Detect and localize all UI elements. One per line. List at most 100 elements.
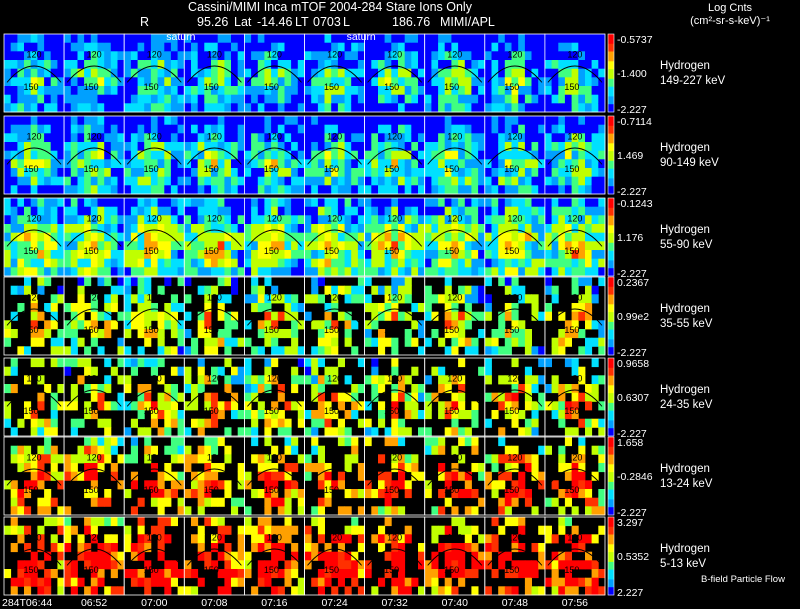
heat-cell bbox=[304, 103, 312, 113]
heat-cell bbox=[164, 577, 172, 587]
heat-cell bbox=[378, 232, 386, 242]
heat-cell bbox=[558, 206, 566, 216]
heat-cell bbox=[90, 517, 98, 527]
heat-cell bbox=[311, 418, 319, 428]
heat-cell bbox=[211, 418, 219, 428]
heat-cell bbox=[104, 86, 112, 96]
grid-arc bbox=[367, 389, 423, 407]
heat-cell bbox=[364, 250, 372, 260]
heat-cell bbox=[164, 346, 172, 356]
colorbar-frame bbox=[607, 33, 615, 113]
grid-label: 120 bbox=[207, 49, 222, 59]
heat-cell bbox=[150, 418, 158, 428]
heat-cell bbox=[184, 206, 192, 216]
heat-cell bbox=[371, 267, 379, 277]
heat-cell bbox=[184, 133, 192, 143]
heat-cell bbox=[150, 168, 158, 178]
heat-cell bbox=[317, 159, 325, 169]
heat-cell bbox=[90, 569, 98, 579]
colorbar-segment bbox=[608, 397, 614, 400]
heat-cell bbox=[591, 471, 599, 481]
heat-cell bbox=[271, 543, 279, 553]
heat-cell bbox=[284, 569, 292, 579]
heat-cell bbox=[598, 506, 606, 516]
heat-cell bbox=[344, 267, 352, 277]
heat-cell bbox=[337, 534, 345, 544]
heat-cell bbox=[591, 337, 599, 347]
heat-cell bbox=[137, 103, 145, 113]
heat-cell bbox=[284, 303, 292, 313]
heat-cell bbox=[237, 250, 245, 260]
colorbar-segment bbox=[608, 530, 614, 533]
heat-cell bbox=[251, 392, 259, 402]
heat-cell bbox=[478, 497, 486, 507]
heat-cell bbox=[544, 34, 552, 44]
heat-cell bbox=[64, 471, 72, 481]
heat-cell bbox=[551, 569, 559, 579]
heat-cell bbox=[84, 198, 92, 208]
heat-cell bbox=[458, 168, 466, 178]
heat-cell bbox=[357, 267, 365, 277]
heat-cell bbox=[351, 517, 359, 527]
heat-cell bbox=[458, 103, 466, 113]
heat-cell bbox=[90, 258, 98, 268]
heat-cell bbox=[24, 142, 32, 152]
heat-cell bbox=[498, 506, 506, 516]
heat-cell bbox=[70, 250, 78, 260]
heat-cell bbox=[257, 560, 265, 570]
heat-cell bbox=[391, 60, 399, 70]
heat-cell bbox=[50, 215, 58, 225]
heat-cell bbox=[277, 346, 285, 356]
heat-cell bbox=[424, 51, 432, 61]
heat-cell bbox=[224, 198, 232, 208]
heat-cell bbox=[344, 427, 352, 437]
heat-cell bbox=[544, 250, 552, 260]
heat-cell bbox=[177, 133, 185, 143]
heat-cell bbox=[378, 94, 386, 104]
heat-cell bbox=[364, 185, 372, 195]
grid-arc bbox=[367, 468, 423, 486]
colorbar-segment bbox=[608, 223, 614, 226]
heat-cell bbox=[70, 232, 78, 242]
heat-cell bbox=[351, 267, 359, 277]
heat-cell bbox=[458, 77, 466, 87]
heat-cell bbox=[130, 133, 138, 143]
colorbar-segment bbox=[608, 143, 614, 146]
heat-cell bbox=[418, 168, 426, 178]
heat-cell bbox=[271, 294, 279, 304]
heat-cell bbox=[424, 427, 432, 437]
heat-cell bbox=[144, 258, 152, 268]
heat-cell bbox=[197, 329, 205, 339]
heat-cell bbox=[324, 258, 332, 268]
heat-cell bbox=[458, 471, 466, 481]
colorbar-segment bbox=[608, 92, 614, 95]
heat-cell bbox=[558, 51, 566, 61]
heat-cell bbox=[484, 142, 492, 152]
panel-species: Hydrogen bbox=[660, 60, 710, 72]
heat-cell bbox=[77, 241, 85, 251]
heat-cell bbox=[598, 185, 606, 195]
heat-cell bbox=[10, 497, 18, 507]
heat-cell bbox=[291, 168, 299, 178]
heat-cell bbox=[104, 551, 112, 561]
colorbar-segment bbox=[608, 358, 614, 361]
heat-cell bbox=[451, 346, 459, 356]
heat-cell bbox=[317, 232, 325, 242]
heat-cell bbox=[311, 241, 319, 251]
heat-cell bbox=[197, 94, 205, 104]
heat-cell bbox=[17, 560, 25, 570]
heat-cell bbox=[411, 176, 419, 186]
heat-cell bbox=[331, 142, 339, 152]
heat-cell bbox=[257, 116, 265, 126]
heat-cell bbox=[384, 51, 392, 61]
heat-cell bbox=[50, 241, 58, 251]
heat-cell bbox=[44, 267, 52, 277]
heat-cell bbox=[438, 250, 446, 260]
colorbar-segment bbox=[608, 593, 614, 596]
heat-cell bbox=[84, 489, 92, 499]
heat-cell bbox=[217, 569, 225, 579]
grid-label: 150 bbox=[23, 485, 38, 495]
heat-cell bbox=[237, 215, 245, 225]
heat-cell bbox=[491, 116, 499, 126]
heat-cell bbox=[10, 525, 18, 535]
